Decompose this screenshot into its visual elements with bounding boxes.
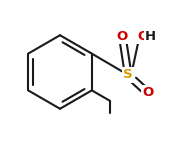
Text: S: S xyxy=(124,69,133,81)
Text: H: H xyxy=(145,30,156,42)
Text: O: O xyxy=(137,30,148,42)
Text: O: O xyxy=(142,87,153,99)
Text: O: O xyxy=(117,30,128,42)
